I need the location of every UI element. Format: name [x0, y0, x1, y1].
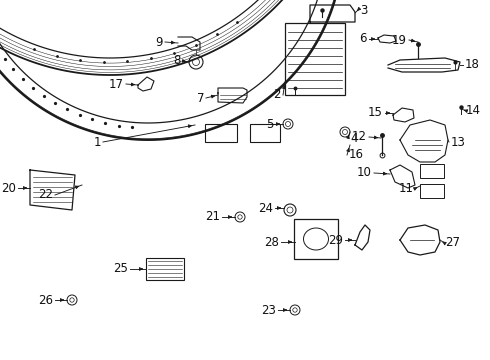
Text: 12: 12 — [352, 130, 367, 144]
Bar — [250, 124, 280, 142]
Bar — [420, 164, 444, 178]
Text: 9: 9 — [155, 36, 163, 49]
Text: 27: 27 — [445, 235, 460, 248]
Text: 25: 25 — [113, 262, 128, 275]
Text: 17: 17 — [109, 77, 124, 90]
Text: 18: 18 — [465, 58, 480, 72]
Bar — [205, 124, 237, 142]
Text: 28: 28 — [264, 235, 279, 248]
Text: 21: 21 — [205, 211, 220, 224]
Text: 26: 26 — [38, 293, 53, 306]
Text: 15: 15 — [368, 107, 383, 120]
Text: 29: 29 — [328, 234, 343, 247]
Text: 24: 24 — [258, 202, 273, 215]
Text: 11: 11 — [399, 181, 414, 194]
Text: 4: 4 — [350, 131, 358, 144]
Text: 10: 10 — [357, 166, 372, 180]
Text: 1: 1 — [94, 135, 101, 148]
Text: 14: 14 — [466, 104, 481, 117]
Text: 5: 5 — [266, 117, 273, 130]
Text: 8: 8 — [173, 54, 181, 68]
Bar — [146, 258, 184, 280]
Text: 23: 23 — [261, 303, 276, 316]
Text: 16: 16 — [349, 148, 364, 162]
Text: 19: 19 — [392, 33, 407, 46]
Text: 2: 2 — [273, 89, 281, 102]
Text: 20: 20 — [1, 181, 16, 194]
Bar — [285, 23, 345, 95]
Text: 13: 13 — [451, 135, 466, 148]
Bar — [420, 184, 444, 198]
Text: 6: 6 — [360, 32, 367, 45]
Text: 7: 7 — [196, 91, 204, 104]
Text: 3: 3 — [360, 4, 368, 17]
Text: 22: 22 — [38, 189, 53, 202]
